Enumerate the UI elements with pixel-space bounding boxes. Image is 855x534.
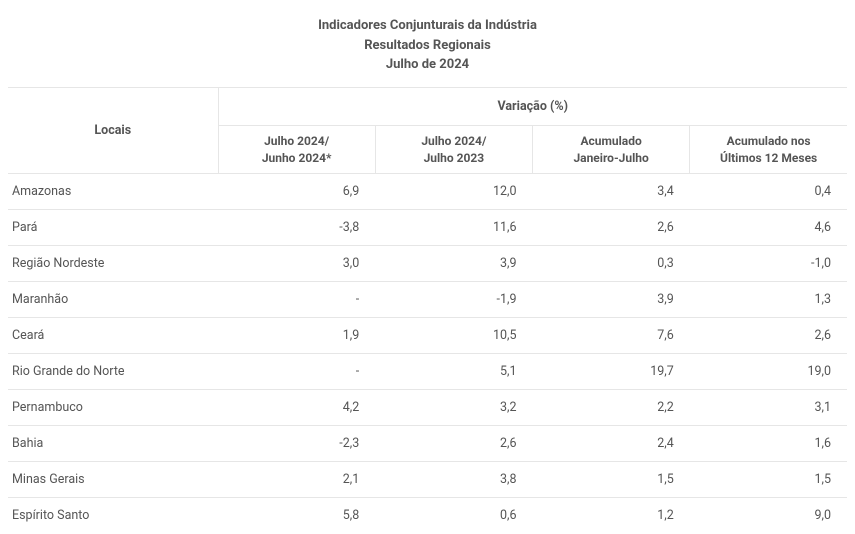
cell-value: 4,2 — [218, 390, 375, 426]
cell-value: 0,4 — [690, 174, 847, 210]
cell-local: Minas Gerais — [8, 462, 218, 498]
table-row: Amazonas6,912,03,40,4 — [8, 174, 847, 210]
table-row: Pará-3,811,62,64,6 — [8, 210, 847, 246]
cell-value: 2,1 — [218, 462, 375, 498]
cell-value: 5,1 — [375, 354, 532, 390]
cell-value: 3,2 — [375, 390, 532, 426]
cell-value: 5,8 — [218, 498, 375, 534]
cell-value: 1,5 — [533, 462, 690, 498]
cell-value: 2,2 — [533, 390, 690, 426]
cell-local: Região Nordeste — [8, 246, 218, 282]
cell-local: Pará — [8, 210, 218, 246]
header-locais: Locais — [8, 88, 218, 174]
header-sub-3: Acumulado nosÚltimos 12 Meses — [690, 126, 847, 174]
table-title: Indicadores Conjunturais da Indústria Re… — [8, 10, 847, 88]
cell-value: 3,0 — [218, 246, 375, 282]
cell-value: 12,0 — [375, 174, 532, 210]
cell-local: Bahia — [8, 426, 218, 462]
table-row: Bahia-2,32,62,41,6 — [8, 426, 847, 462]
cell-local: Ceará — [8, 318, 218, 354]
cell-value: 3,4 — [533, 174, 690, 210]
cell-value: 2,6 — [690, 318, 847, 354]
header-sub-1: Julho 2024/Julho 2023 — [375, 126, 532, 174]
cell-value: 10,5 — [375, 318, 532, 354]
cell-value: 1,6 — [690, 426, 847, 462]
cell-value: 7,6 — [533, 318, 690, 354]
indicators-table: Locais Variação (%) Julho 2024/Junho 202… — [8, 88, 847, 534]
cell-value: 3,9 — [375, 246, 532, 282]
cell-value: 11,6 — [375, 210, 532, 246]
cell-value: 3,9 — [533, 282, 690, 318]
cell-value: 9,0 — [690, 498, 847, 534]
cell-local: Espírito Santo — [8, 498, 218, 534]
cell-local: Maranhão — [8, 282, 218, 318]
cell-value: -3,8 — [218, 210, 375, 246]
header-sub-0: Julho 2024/Junho 2024* — [218, 126, 375, 174]
title-line-2: Resultados Regionais — [8, 36, 847, 56]
cell-value: 0,3 — [533, 246, 690, 282]
cell-value: 19,0 — [690, 354, 847, 390]
cell-value: 2,4 — [533, 426, 690, 462]
cell-value: 19,7 — [533, 354, 690, 390]
table-row: Espírito Santo5,80,61,29,0 — [8, 498, 847, 534]
cell-value: 1,2 — [533, 498, 690, 534]
cell-value: 2,6 — [375, 426, 532, 462]
table-row: Região Nordeste3,03,90,3-1,0 — [8, 246, 847, 282]
table-row: Ceará1,910,57,62,6 — [8, 318, 847, 354]
title-line-3: Julho de 2024 — [8, 55, 847, 75]
table-row: Pernambuco4,23,22,23,1 — [8, 390, 847, 426]
cell-value: 1,5 — [690, 462, 847, 498]
cell-value: - — [218, 354, 375, 390]
cell-local: Amazonas — [8, 174, 218, 210]
cell-value: 6,9 — [218, 174, 375, 210]
table-row: Maranhão--1,93,91,3 — [8, 282, 847, 318]
cell-value: -1,9 — [375, 282, 532, 318]
cell-value: 1,3 — [690, 282, 847, 318]
cell-local: Rio Grande do Norte — [8, 354, 218, 390]
table-body: Amazonas6,912,03,40,4Pará-3,811,62,64,6R… — [8, 174, 847, 534]
cell-value: 2,6 — [533, 210, 690, 246]
cell-value: - — [218, 282, 375, 318]
table-row: Minas Gerais2,13,81,51,5 — [8, 462, 847, 498]
cell-value: -2,3 — [218, 426, 375, 462]
table-row: Rio Grande do Norte-5,119,719,0 — [8, 354, 847, 390]
title-line-1: Indicadores Conjunturais da Indústria — [8, 16, 847, 36]
cell-local: Pernambuco — [8, 390, 218, 426]
header-sub-2: AcumuladoJaneiro-Julho — [533, 126, 690, 174]
cell-value: 3,1 — [690, 390, 847, 426]
header-variacao-group: Variação (%) — [218, 88, 847, 126]
cell-value: 1,9 — [218, 318, 375, 354]
cell-value: -1,0 — [690, 246, 847, 282]
cell-value: 3,8 — [375, 462, 532, 498]
cell-value: 0,6 — [375, 498, 532, 534]
cell-value: 4,6 — [690, 210, 847, 246]
